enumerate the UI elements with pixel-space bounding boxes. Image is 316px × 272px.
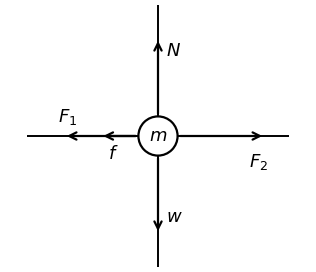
Text: $F_2$: $F_2$ [249,152,269,172]
Text: $f$: $f$ [108,145,119,163]
Text: $F_1$: $F_1$ [58,107,77,127]
Circle shape [138,116,178,156]
Text: m: m [149,127,167,145]
Text: $N$: $N$ [166,42,181,60]
Text: $w$: $w$ [166,208,183,226]
